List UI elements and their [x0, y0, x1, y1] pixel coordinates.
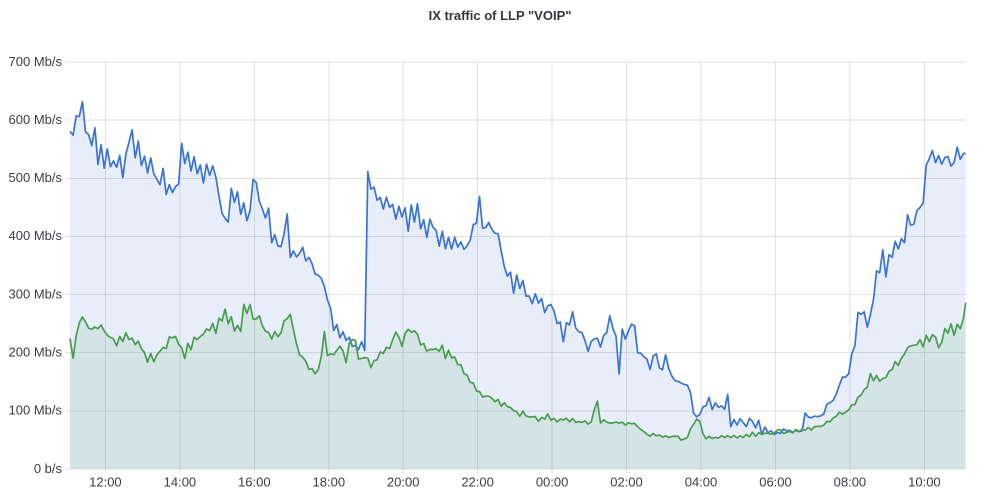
svg-text:IX traffic of LLP "VOIP": IX traffic of LLP "VOIP" — [429, 8, 572, 23]
svg-text:0 b/s: 0 b/s — [34, 461, 63, 476]
svg-text:12:00: 12:00 — [89, 475, 122, 490]
svg-text:02:00: 02:00 — [610, 475, 643, 490]
svg-text:200 Mb/s: 200 Mb/s — [9, 345, 63, 360]
svg-text:700 Mb/s: 700 Mb/s — [9, 54, 63, 69]
svg-text:300 Mb/s: 300 Mb/s — [9, 286, 63, 301]
svg-text:04:00: 04:00 — [685, 475, 718, 490]
svg-text:500 Mb/s: 500 Mb/s — [9, 170, 63, 185]
svg-text:14:00: 14:00 — [164, 475, 197, 490]
svg-text:100 Mb/s: 100 Mb/s — [9, 403, 63, 418]
svg-text:10:00: 10:00 — [908, 475, 941, 490]
svg-text:16:00: 16:00 — [238, 475, 271, 490]
svg-text:00:00: 00:00 — [536, 475, 569, 490]
svg-text:22:00: 22:00 — [461, 475, 494, 490]
svg-text:600 Mb/s: 600 Mb/s — [9, 112, 63, 127]
svg-text:08:00: 08:00 — [834, 475, 867, 490]
svg-text:18:00: 18:00 — [313, 475, 346, 490]
svg-text:06:00: 06:00 — [759, 475, 792, 490]
svg-text:400 Mb/s: 400 Mb/s — [9, 228, 63, 243]
svg-text:20:00: 20:00 — [387, 475, 420, 490]
